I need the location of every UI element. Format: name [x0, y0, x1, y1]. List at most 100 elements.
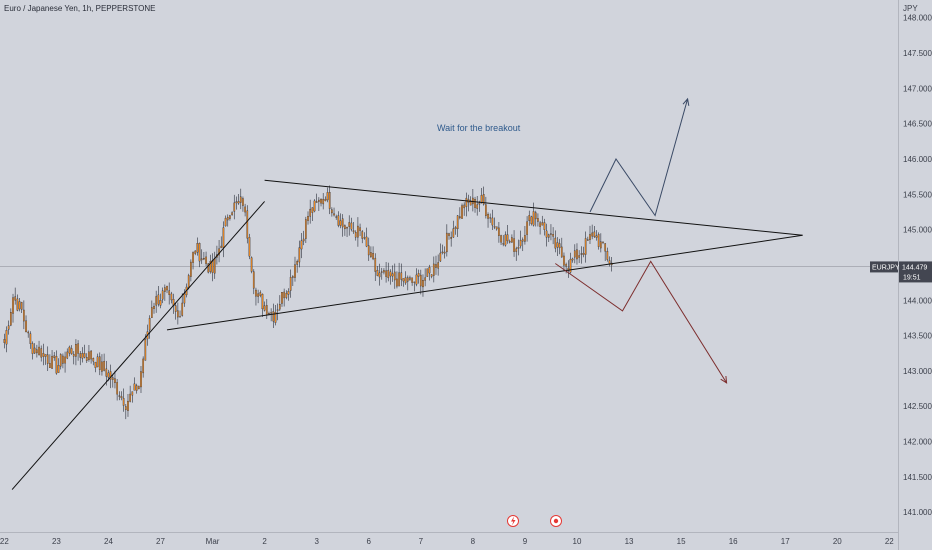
candle	[281, 291, 283, 307]
candle	[289, 269, 292, 298]
candle	[595, 230, 598, 241]
candle	[278, 295, 281, 311]
candle	[339, 213, 342, 229]
candle	[476, 195, 479, 216]
candle	[599, 233, 602, 253]
candle	[59, 353, 62, 370]
candle	[534, 210, 537, 227]
candle	[96, 353, 99, 368]
bullish-projection[interactable]	[589, 98, 689, 217]
candle	[469, 196, 472, 206]
ascending-trendline[interactable]	[11, 201, 265, 490]
candle	[411, 277, 413, 286]
candle	[452, 220, 455, 238]
candle	[313, 199, 316, 213]
time-axis[interactable]: 22 23 24 27 Mar 2 3 6 7 8 9 10 13 15 16 17 20 22	[0, 537, 894, 546]
candle	[404, 271, 407, 285]
candle	[556, 237, 559, 256]
candle	[62, 353, 64, 369]
candle	[207, 263, 210, 274]
candle	[560, 237, 563, 258]
x-tick-label: 22	[885, 537, 894, 546]
candle	[153, 302, 155, 314]
event-icon[interactable]	[550, 515, 562, 527]
candle	[463, 202, 466, 216]
candle	[530, 215, 533, 226]
candle	[346, 226, 348, 238]
candle	[263, 301, 266, 312]
candle	[606, 247, 609, 262]
triangle-upper-line[interactable]	[264, 179, 803, 236]
candle	[443, 246, 446, 259]
candle	[413, 281, 416, 292]
candle	[220, 236, 223, 249]
candle	[302, 230, 305, 246]
candle	[257, 289, 259, 304]
candle	[526, 216, 528, 242]
x-tick-label: 9	[523, 537, 528, 546]
candle	[576, 243, 578, 265]
bearish-projection[interactable]	[555, 260, 728, 384]
candle	[244, 203, 246, 217]
x-tick-label: 24	[104, 537, 113, 546]
triangle-lower-line[interactable]	[166, 234, 803, 331]
candle	[166, 285, 168, 294]
candle	[124, 404, 127, 420]
candle	[511, 234, 513, 243]
candle	[250, 256, 253, 274]
flash-event-icon[interactable]	[507, 515, 519, 527]
candle	[524, 226, 526, 245]
candle	[291, 275, 294, 287]
candle	[589, 225, 591, 244]
candle	[137, 385, 140, 390]
candle	[448, 232, 450, 240]
candle	[42, 343, 45, 366]
candle	[222, 221, 225, 258]
candle	[461, 203, 463, 219]
y-tick-label: 141.000	[903, 508, 932, 517]
candle	[333, 207, 335, 217]
candle	[380, 267, 383, 280]
candle	[415, 268, 418, 287]
candle	[608, 256, 611, 267]
candle	[77, 340, 79, 361]
candle	[465, 192, 468, 217]
candle	[226, 214, 229, 227]
candle	[203, 252, 205, 261]
candle	[198, 242, 201, 268]
candle	[150, 300, 153, 318]
candle	[75, 339, 77, 366]
candle	[161, 287, 164, 304]
y-tick-label: 146.500	[903, 120, 932, 129]
candle	[506, 224, 509, 244]
candle	[385, 261, 387, 283]
candle	[582, 246, 585, 258]
candle	[586, 236, 589, 241]
candle	[294, 256, 296, 282]
annotation-text: Wait for the breakout	[437, 123, 521, 133]
candle	[328, 185, 331, 215]
candle	[179, 310, 181, 318]
current-price-badge	[899, 261, 932, 283]
candle	[9, 308, 12, 327]
candle	[248, 233, 251, 260]
candle	[498, 221, 500, 243]
candle	[33, 343, 36, 355]
candle	[558, 238, 561, 255]
candle	[357, 217, 359, 247]
candle	[133, 377, 136, 391]
x-tick-label: 22	[0, 537, 9, 546]
candle	[40, 345, 43, 362]
candle	[29, 331, 32, 349]
candle	[370, 246, 372, 259]
candle	[235, 196, 238, 210]
candle	[239, 188, 242, 210]
candle	[541, 215, 544, 226]
bearish-arrowhead	[720, 375, 728, 384]
candle	[315, 193, 318, 203]
bullish-arrowhead	[682, 97, 690, 106]
candle	[454, 225, 457, 235]
candle	[545, 223, 548, 247]
